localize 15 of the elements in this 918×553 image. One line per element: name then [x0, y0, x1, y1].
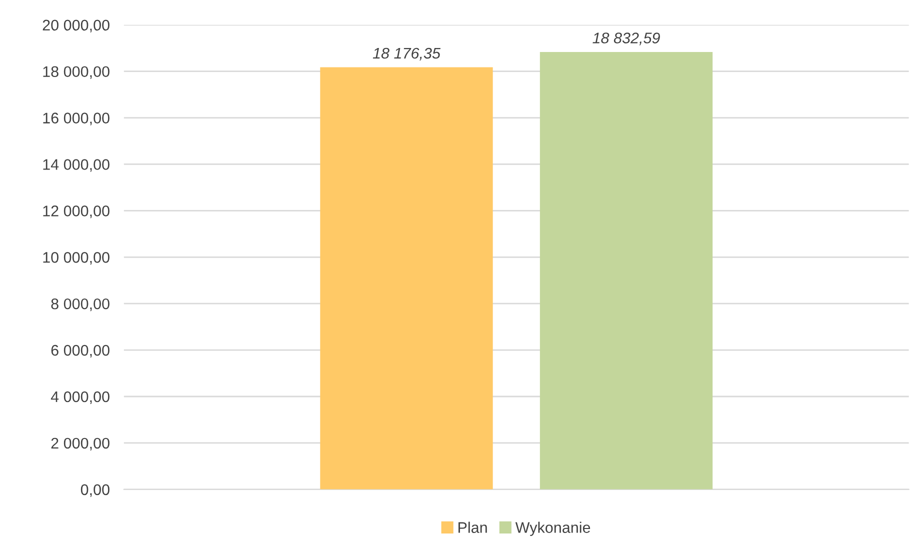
y-tick-label: 0,00 [80, 484, 110, 497]
y-tick-label: 8 000,00 [51, 298, 110, 312]
y-tick-label: 2 000,00 [51, 438, 110, 450]
y-tick-label: 4 000,00 [50, 391, 110, 404]
legend-label: Wykonanie [515, 522, 590, 536]
y-tick-label: 6 000,00 [51, 344, 110, 358]
y-tick-label: 12 000,00 [43, 206, 110, 218]
y-tick-label: 10 000,00 [43, 252, 110, 265]
legend-label: Plan [458, 522, 487, 533]
y-tick-label: 16 000,00 [43, 112, 110, 126]
y-tick-label: 18 000,00 [43, 66, 110, 79]
data-label: 18 832,59 [592, 32, 660, 46]
data-label: 18 176,35 [372, 48, 441, 60]
y-tick-label: 14 000,00 [43, 159, 110, 172]
y-tick-label: 20 000,00 [42, 20, 110, 32]
